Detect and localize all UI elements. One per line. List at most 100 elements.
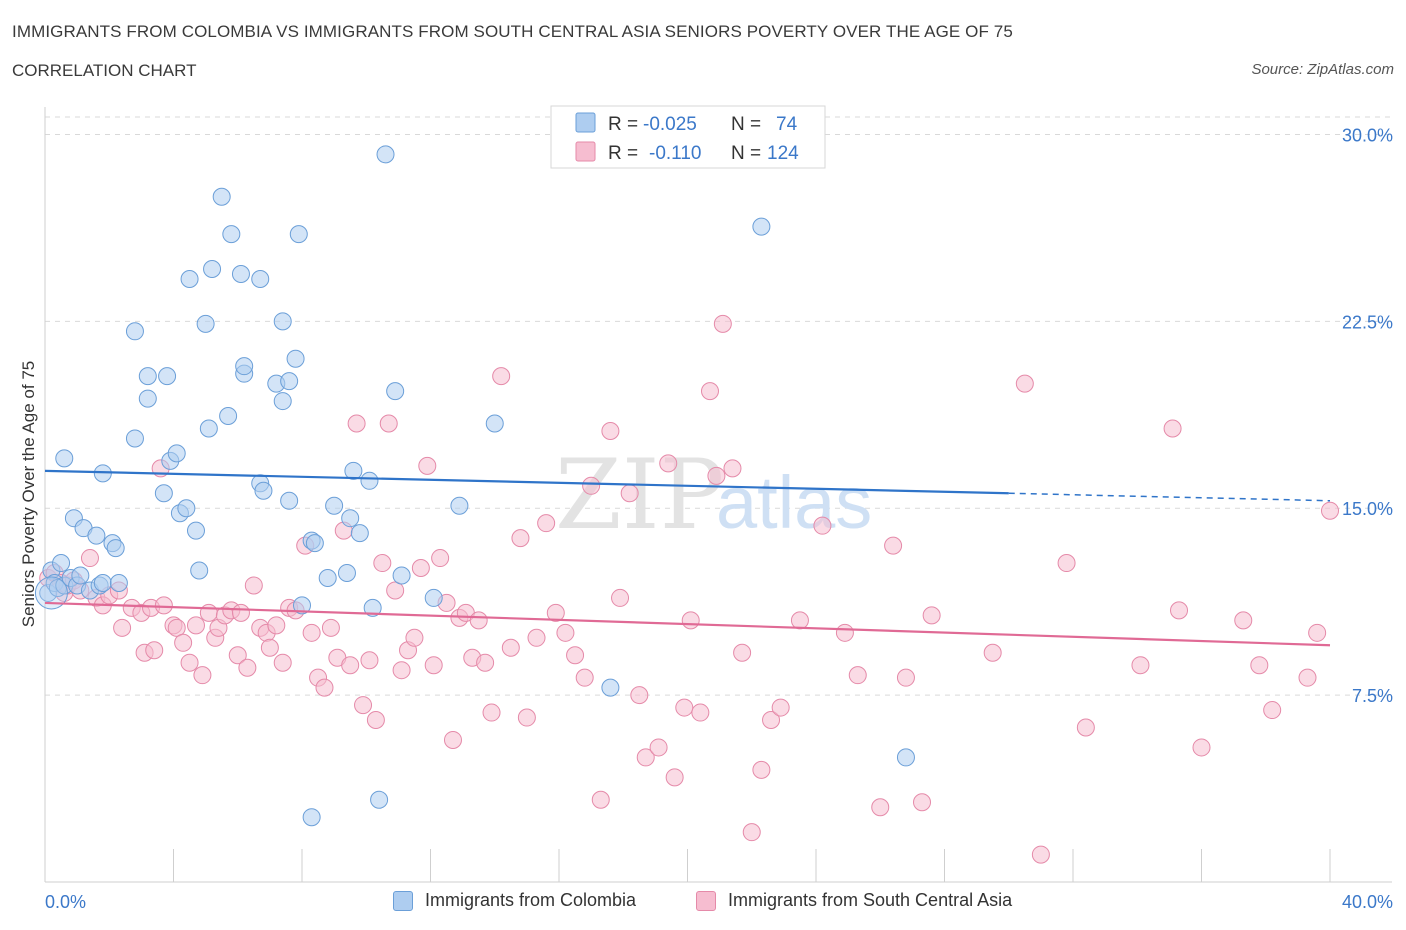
point-south-central-asia: [482, 703, 501, 722]
point-south-central-asia: [469, 611, 488, 630]
point-colombia: [251, 269, 270, 288]
point-south-central-asia: [556, 623, 575, 642]
trend-line-colombia-extension: [1008, 492, 1331, 502]
y-tick-label: 15.0%: [1342, 499, 1393, 519]
point-colombia: [154, 484, 173, 503]
point-colombia: [203, 260, 222, 279]
point-south-central-asia: [527, 628, 546, 647]
point-south-central-asia: [813, 516, 832, 535]
point-south-central-asia: [392, 661, 411, 680]
point-south-central-asia: [790, 611, 809, 630]
point-south-central-asia: [180, 653, 199, 672]
point-south-central-asia: [341, 656, 360, 675]
point-colombia: [273, 312, 292, 331]
watermark-zip: ZIP: [555, 439, 724, 551]
point-colombia: [219, 407, 238, 426]
legend-swatch-colombia: [575, 112, 596, 133]
point-south-central-asia: [922, 606, 941, 625]
point-colombia: [386, 382, 405, 401]
x-tick-labels: 0.0% 40.0%: [45, 892, 1393, 912]
point-south-central-asia: [386, 581, 405, 600]
point-south-central-asia: [771, 698, 790, 717]
legend-swatch: [393, 890, 413, 911]
point-colombia: [199, 419, 218, 438]
point-south-central-asia: [723, 459, 742, 478]
point-south-central-asia: [431, 549, 450, 568]
point-south-central-asia: [649, 738, 668, 757]
point-south-central-asia: [193, 666, 212, 685]
point-south-central-asia: [1308, 623, 1327, 642]
point-south-central-asia: [675, 698, 694, 717]
point-colombia: [222, 225, 241, 244]
point-colombia: [158, 367, 177, 386]
point-south-central-asia: [517, 708, 536, 727]
point-south-central-asia: [546, 603, 565, 622]
point-south-central-asia: [537, 514, 556, 533]
chart-title: IMMIGRANTS FROM COLOMBIA VS IMMIGRANTS F…: [12, 22, 1013, 41]
point-south-central-asia: [186, 616, 205, 635]
point-colombia: [87, 526, 106, 545]
point-south-central-asia: [871, 798, 890, 817]
legend-bottom: Immigrants from Colombia Immigrants from…: [0, 890, 1406, 914]
point-colombia: [231, 264, 250, 283]
series-south-central-asia: [39, 314, 1339, 864]
point-south-central-asia: [665, 768, 684, 787]
point-south-central-asia: [601, 421, 620, 440]
point-south-central-asia: [913, 793, 932, 812]
point-south-central-asia: [231, 603, 250, 622]
point-south-central-asia: [360, 651, 379, 670]
point-colombia: [302, 808, 321, 827]
legend-r-label: R =: [608, 114, 638, 135]
legend-n-value: 74: [776, 114, 798, 135]
y-tick-labels: 7.5% 15.0% 22.5% 30.0%: [1342, 125, 1393, 706]
point-south-central-asia: [591, 790, 610, 809]
trend-line-south-central-asia: [44, 601, 1331, 647]
point-south-central-asia: [1192, 738, 1211, 757]
point-south-central-asia: [354, 696, 373, 715]
point-colombia: [55, 449, 74, 468]
point-colombia: [125, 429, 144, 448]
point-colombia: [289, 225, 308, 244]
point-south-central-asia: [1031, 845, 1050, 864]
point-colombia: [190, 561, 209, 580]
point-south-central-asia: [511, 529, 530, 548]
legend-swatch-south-central-asia: [575, 141, 596, 162]
point-south-central-asia: [762, 711, 781, 730]
point-colombia: [752, 217, 771, 236]
point-south-central-asia: [492, 367, 511, 386]
point-colombia: [363, 598, 382, 617]
watermark-atlas: atlas: [716, 461, 872, 544]
point-colombia: [341, 509, 360, 528]
point-colombia: [360, 471, 379, 490]
point-colombia: [280, 372, 299, 391]
point-south-central-asia: [707, 466, 726, 485]
point-south-central-asia: [145, 641, 164, 660]
point-south-central-asia: [260, 638, 279, 657]
y-tick-label: 30.0%: [1342, 125, 1393, 145]
point-south-central-asia: [1263, 701, 1282, 720]
point-south-central-asia: [742, 823, 761, 842]
point-south-central-asia: [366, 711, 385, 730]
series-colombia: [34, 145, 915, 827]
point-colombia: [337, 564, 356, 583]
point-colombia-cluster: [34, 576, 68, 610]
point-south-central-asia: [1234, 611, 1253, 630]
point-colombia: [167, 444, 186, 463]
source-label: Source: ZipAtlas.com: [1251, 61, 1394, 78]
point-colombia: [138, 367, 157, 386]
point-south-central-asia: [1163, 419, 1182, 438]
point-south-central-asia: [733, 643, 752, 662]
y-tick-label: 7.5%: [1352, 686, 1393, 706]
point-colombia: [370, 790, 389, 809]
trend-line-colombia: [44, 469, 1009, 495]
point-south-central-asia: [752, 760, 771, 779]
point-south-central-asia: [228, 646, 247, 665]
point-colombia: [235, 357, 254, 376]
point-south-central-asia: [302, 623, 321, 642]
point-south-central-asia: [321, 618, 340, 637]
legend-r-value: -0.110: [649, 143, 701, 164]
point-south-central-asia: [566, 646, 585, 665]
legend-n-label: N =: [731, 114, 761, 135]
point-south-central-asia: [405, 628, 424, 647]
